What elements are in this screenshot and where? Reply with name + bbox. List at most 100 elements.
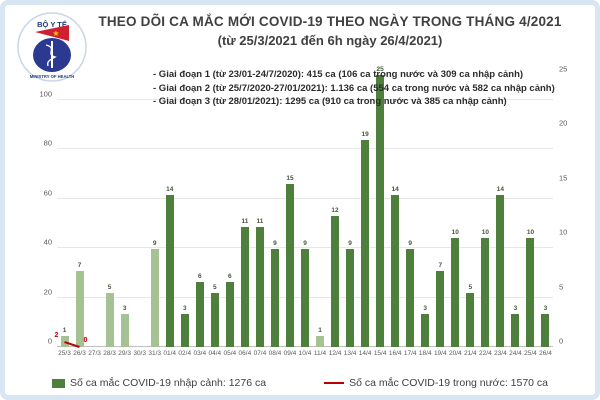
gridline bbox=[57, 197, 553, 199]
phase-3-annotation: - Giai đoạn 3 (từ 28/01/2021): 1295 ca (… bbox=[153, 96, 507, 107]
bar-value-label-16/4: 14 bbox=[391, 185, 399, 193]
legend-imported-label: Số ca mắc COVID-19 nhập cảnh: 1276 ca bbox=[69, 377, 267, 389]
x-tick-15/4: 15/4 bbox=[373, 350, 387, 357]
x-tick-09/4: 09/4 bbox=[283, 350, 297, 357]
x-tick-13/4: 13/4 bbox=[343, 350, 357, 357]
x-tick-12/4: 12/4 bbox=[328, 350, 342, 357]
legend-domestic-label: Số ca mắc COVID-19 trong nước: 1570 ca bbox=[349, 377, 549, 389]
x-tick-26/4: 26/4 bbox=[539, 350, 552, 357]
bar-value-label-29/3: 3 bbox=[122, 305, 127, 313]
left-axis-tick-label: 20 bbox=[43, 287, 52, 297]
x-tick-04/4: 04/4 bbox=[208, 350, 222, 357]
bar-25/3 bbox=[60, 336, 69, 347]
phase-annotations: - Giai đoạn 1 (từ 23/01-24/7/2020): 415 … bbox=[153, 68, 555, 109]
x-tick-06/4: 06/4 bbox=[238, 350, 252, 357]
domestic-series-swatch bbox=[324, 381, 345, 385]
x-tick-08/4: 08/4 bbox=[268, 350, 282, 357]
bar-29/3 bbox=[120, 314, 129, 347]
bar-22/4 bbox=[481, 238, 490, 347]
bar-value-label-26/4: 3 bbox=[543, 305, 548, 313]
bar-value-label-10/4: 9 bbox=[303, 240, 307, 248]
flag-shape bbox=[35, 25, 69, 41]
bar-value-label-11/4: 1 bbox=[318, 327, 322, 335]
bar-23/4 bbox=[496, 194, 505, 347]
x-tick-21/4: 21/4 bbox=[464, 350, 477, 357]
bar-value-label-14/4: 19 bbox=[361, 131, 369, 139]
x-tick-16/4: 16/4 bbox=[388, 350, 402, 357]
star-icon: ★ bbox=[52, 29, 59, 38]
bar-01/4 bbox=[165, 194, 174, 347]
x-tick-02/4: 02/4 bbox=[178, 350, 192, 357]
legend-item-domestic: Số ca mắc COVID-19 trong nước: 1570 ca bbox=[324, 377, 548, 389]
bar-value-label-23/4: 14 bbox=[496, 185, 504, 193]
bar-18/4 bbox=[421, 314, 430, 347]
asclepius-snake-icon bbox=[45, 44, 57, 67]
bar-24/4 bbox=[511, 314, 520, 347]
left-axis-tick-label: 60 bbox=[43, 188, 52, 198]
x-tick-19/4: 19/4 bbox=[433, 350, 447, 357]
x-tick-18/4: 18/4 bbox=[418, 350, 432, 357]
left-axis-tick-label: 100 bbox=[39, 89, 52, 99]
bar-value-label-08/4: 9 bbox=[273, 240, 277, 248]
bar-value-label-13/4: 9 bbox=[348, 240, 352, 248]
x-tick-23/4: 23/4 bbox=[494, 350, 507, 357]
bar-value-label-19/4: 7 bbox=[438, 261, 443, 269]
bar-09/4 bbox=[285, 183, 294, 347]
bar-value-label-28/3: 5 bbox=[107, 283, 112, 291]
x-tick-17/4: 17/4 bbox=[403, 350, 417, 357]
right-axis-tick-label: 5 bbox=[559, 282, 564, 292]
x-tick-26/3: 26/3 bbox=[73, 350, 86, 357]
domestic-point-label: 2 bbox=[54, 332, 59, 340]
x-tick-20/4: 20/4 bbox=[448, 350, 462, 357]
legend: Số ca mắc COVID-19 nhập cảnh: 1276 ca Số… bbox=[5, 377, 595, 389]
bar-08/4 bbox=[270, 249, 279, 347]
domestic-point-label: 0 bbox=[83, 337, 88, 344]
right-axis-tick-label: 10 bbox=[559, 227, 568, 237]
chart-subtitle: (từ 25/3/2021 đến 6h ngày 26/4/2021) bbox=[217, 33, 443, 48]
domestic-cases-line bbox=[64, 341, 80, 348]
logo-top-text: BỘ Y TẾ bbox=[37, 19, 67, 29]
bar-14/4 bbox=[361, 140, 370, 347]
bar-value-label-26/3: 7 bbox=[77, 261, 82, 269]
bar-02/4 bbox=[180, 314, 189, 347]
bar-value-label-06/4: 11 bbox=[241, 218, 249, 226]
x-tick-22/4: 22/4 bbox=[479, 350, 492, 357]
moh-logo-icon: BỘ Y TẾ ★ MINISTRY OF HEALTH bbox=[17, 12, 87, 82]
bar-10/4 bbox=[301, 249, 309, 347]
bar-value-label-07/4: 11 bbox=[256, 218, 264, 226]
bar-19/4 bbox=[436, 270, 445, 347]
phase-2-annotation: - Giai đoạn 2 (từ 25/7/2020-27/01/2021):… bbox=[153, 82, 555, 94]
x-axis-labels: 25/3 26/3 27/3 28/3 29/3 30/3 31/3 01/4 02/4 03/4… bbox=[57, 350, 553, 360]
plot-area: 0 20 40 60 80 100 0 5 10 15 20 25 1 7 5 3 9 14 3 6 5 6 11 11 9 15… bbox=[39, 65, 567, 348]
x-tick-11/4: 11/4 bbox=[313, 350, 327, 357]
bar-26/4 bbox=[541, 314, 550, 347]
bar-11/4 bbox=[316, 336, 325, 347]
right-axis-tick-label: 15 bbox=[559, 173, 568, 183]
left-axis-tick-label: 40 bbox=[43, 237, 52, 247]
bar-12/4 bbox=[331, 216, 340, 347]
phase-1-annotation: - Giai đoạn 1 (từ 23/01-24/7/2020): 415 … bbox=[153, 69, 524, 80]
bar-15/4 bbox=[376, 75, 385, 347]
x-tick-05/4: 05/4 bbox=[223, 350, 237, 357]
left-axis-tick-label: 0 bbox=[47, 336, 52, 346]
gridline bbox=[57, 148, 553, 150]
x-tick-07/4: 07/4 bbox=[253, 350, 267, 357]
x-tick-25/4: 25/4 bbox=[524, 350, 537, 357]
bar-value-label-25/4: 10 bbox=[526, 229, 535, 237]
bar-04/4 bbox=[210, 292, 219, 347]
bar-06/4 bbox=[240, 227, 249, 347]
bar-28/3 bbox=[105, 292, 114, 347]
bar-value-label-04/4: 5 bbox=[213, 283, 217, 291]
bar-value-label-01/4: 14 bbox=[166, 185, 174, 193]
right-axis-tick-label: 25 bbox=[559, 64, 568, 74]
bar-value-label-09/4: 15 bbox=[286, 174, 294, 182]
chart-title: THEO DÕI CA MẮC MỚI COVID-19 THEO NGÀY T… bbox=[98, 14, 562, 29]
x-tick-25/3: 25/3 bbox=[58, 350, 71, 357]
bar-17/4 bbox=[406, 249, 415, 347]
bar-value-label-22/4: 10 bbox=[481, 229, 489, 237]
gridline bbox=[57, 247, 553, 249]
left-axis-tick-label: 80 bbox=[43, 138, 52, 148]
x-tick-30/3: 30/3 bbox=[133, 350, 146, 357]
bar-value-label-15/4: 25 bbox=[376, 66, 384, 73]
